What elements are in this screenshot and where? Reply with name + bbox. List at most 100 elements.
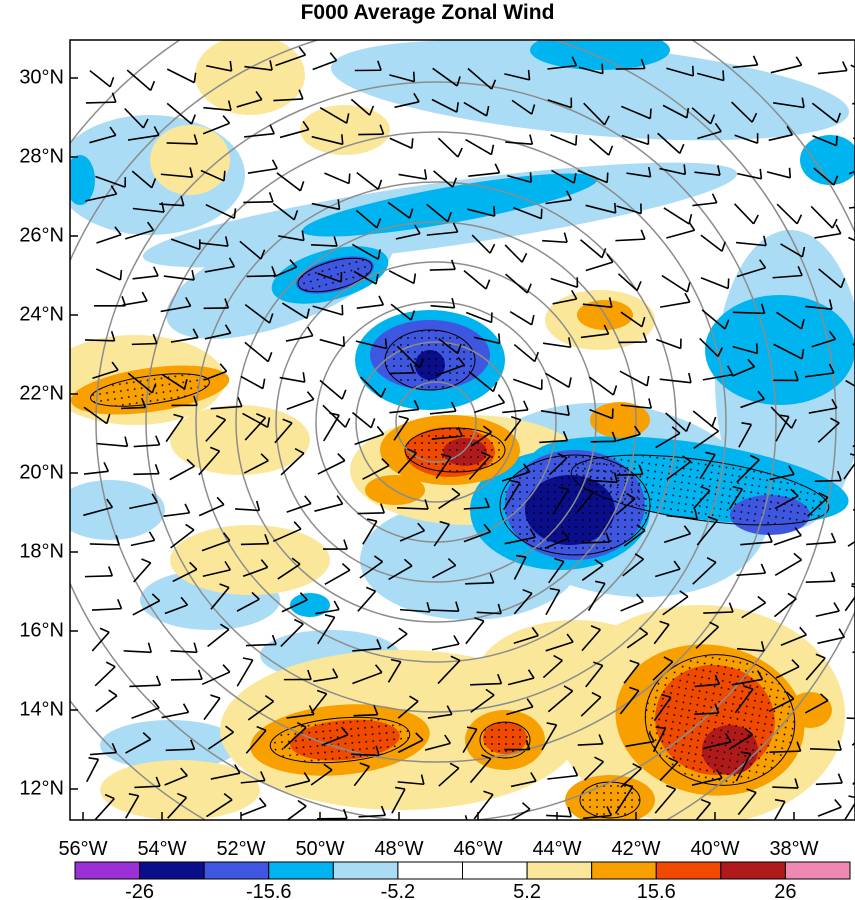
wind-barb: [126, 69, 156, 92]
wind-barb: [210, 583, 230, 610]
barb-flag: [840, 278, 846, 288]
barb-flag: [374, 664, 383, 673]
barb-shaft: [362, 464, 390, 480]
wind-barb: [704, 733, 732, 749]
wind-barb: [734, 685, 754, 714]
wind-barb: [737, 168, 763, 180]
wind-barb: [204, 257, 236, 273]
barb-shaft: [438, 338, 459, 355]
barb-shaft: [588, 479, 618, 484]
barb-flag: [801, 348, 805, 360]
wind-barb: [393, 415, 410, 441]
barb-shaft: [285, 780, 310, 788]
wind-barb: [163, 269, 195, 281]
barb-flag: [799, 626, 807, 636]
wind-barb: [353, 270, 379, 285]
barb-flag: [613, 202, 617, 213]
wind-barb: [664, 525, 692, 544]
wind-barb: [812, 135, 838, 147]
wind-barb: [772, 266, 803, 279]
wind-barb: [310, 763, 333, 786]
barb-flag: [105, 661, 116, 668]
barb-shaft: [552, 489, 570, 515]
barb-shaft: [550, 134, 577, 146]
barb-shaft: [276, 172, 301, 192]
wind-barb: [438, 338, 462, 355]
barb-flag: [648, 732, 655, 742]
barb-shaft: [126, 69, 152, 92]
barb-shaft: [84, 574, 113, 578]
barb-shaft: [697, 130, 722, 140]
range-ring: [395, 381, 477, 463]
barb-flag: [293, 521, 302, 530]
barb-flag: [184, 503, 191, 514]
wind-barb: [619, 686, 640, 715]
wind-barb: [845, 379, 855, 387]
wind-barb: [807, 492, 829, 517]
chart-title: F000 Average Zonal Wind: [300, 1, 555, 24]
barb-flag: [497, 394, 506, 404]
wind-barb: [470, 673, 503, 686]
barb-shaft: [247, 700, 275, 721]
wind-barb: [203, 100, 232, 112]
lat-label: 26°N: [19, 224, 64, 246]
wind-barb: [733, 203, 759, 225]
range-ring: [95, 81, 777, 763]
barb-flag: [234, 764, 241, 774]
wind-barb: [814, 470, 842, 482]
barb-flag: [376, 425, 385, 435]
barb-shaft: [198, 503, 225, 517]
wind-barb: [582, 297, 613, 308]
wind-barb: [432, 67, 461, 87]
wind-barb: [428, 601, 460, 612]
barb-shaft: [278, 235, 304, 242]
colorbar-swatch: [591, 861, 657, 880]
barb-flag: [575, 135, 578, 146]
wind-barb: [660, 292, 691, 308]
barb-flag: [636, 280, 642, 291]
lon-label: 50°W: [295, 838, 344, 860]
wind-barb: [848, 236, 855, 242]
anomaly-patch: [100, 720, 240, 770]
barb-shaft: [424, 742, 451, 751]
barb-shaft: [133, 444, 160, 448]
wind-barb: [700, 276, 730, 290]
barb-shaft: [513, 634, 539, 645]
barb-flag: [446, 705, 453, 715]
barb-shaft: [240, 779, 265, 784]
barb-shaft: [655, 432, 681, 449]
barb-shaft: [127, 372, 153, 394]
barb-flag: [833, 175, 839, 186]
barb-flag: [793, 552, 803, 561]
barb-flag: [342, 336, 345, 347]
barb-shaft: [770, 64, 802, 74]
barb-shaft: [86, 758, 100, 783]
barb-shaft: [247, 167, 278, 174]
barb-shaft: [512, 378, 543, 391]
barb-flag: [108, 566, 114, 577]
barb-flag: [306, 391, 315, 400]
barb-shaft: [243, 200, 274, 204]
barb-flag: [104, 793, 115, 800]
barb-shaft: [589, 408, 613, 420]
barb-shaft: [203, 697, 221, 721]
wind-barb: [208, 725, 234, 750]
lat-label: 18°N: [19, 540, 64, 562]
wind-barb: [666, 508, 698, 520]
wind-barb: [397, 448, 418, 474]
barb-flag: [732, 485, 743, 490]
barb-shaft: [124, 229, 154, 240]
lon-label: 46°W: [453, 838, 502, 860]
wind-barb: [244, 341, 273, 363]
barb-shaft: [273, 266, 297, 278]
barb-shaft: [95, 695, 118, 713]
barb-shaft: [619, 370, 648, 387]
barb-shaft: [398, 173, 427, 180]
barb-shaft: [355, 209, 378, 229]
wind-barb: [692, 193, 718, 207]
barb-flag: [110, 185, 118, 195]
wind-barb: [625, 732, 655, 748]
barb-flag: [109, 77, 115, 87]
wind-barb: [319, 379, 347, 400]
wind-barb: [732, 343, 759, 355]
